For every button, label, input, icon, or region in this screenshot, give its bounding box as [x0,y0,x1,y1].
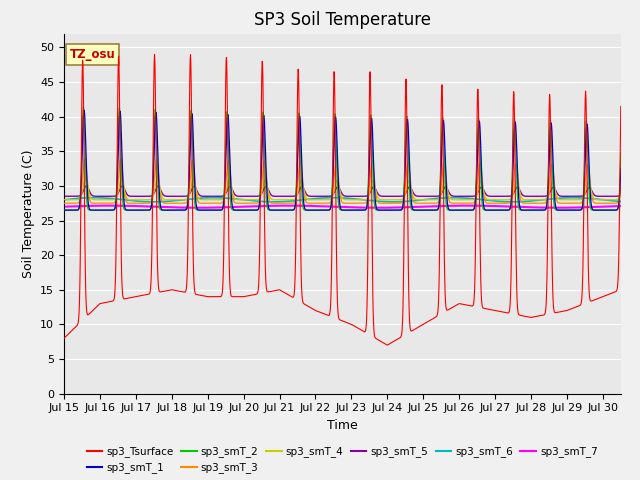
sp3_smT_5 [429,193,437,199]
sp3_smT_1 [429,207,437,213]
Line: sp3_smT_3: sp3_smT_3 [64,158,621,203]
sp3_smT_6 [429,196,437,202]
sp3_smT_5 [83,183,90,189]
Title: SP3 Soil Temperature: SP3 Soil Temperature [254,11,431,29]
sp3_Tsurface [502,310,510,315]
sp3_smT_7 [60,204,68,210]
sp3_smT_3 [171,200,179,206]
sp3_smT_7 [617,203,625,209]
sp3_smT_3 [502,200,510,206]
Line: sp3_Tsurface: sp3_Tsurface [64,54,621,345]
sp3_smT_1 [171,207,179,213]
sp3_smT_3 [617,185,625,191]
sp3_Tsurface [171,288,179,293]
sp3_smT_2 [617,150,625,156]
sp3_smT_1 [502,207,509,213]
sp3_smT_1 [246,207,254,213]
sp3_smT_4 [82,176,90,182]
sp3_smT_5 [246,193,254,199]
sp3_smT_5 [531,193,539,199]
sp3_smT_3 [387,200,394,206]
sp3_smT_1 [80,108,88,113]
sp3_smT_4 [60,197,68,203]
sp3_smT_5 [552,187,559,192]
sp3_smT_4 [246,197,254,203]
sp3_smT_2 [246,207,254,213]
X-axis label: Time: Time [327,419,358,432]
sp3_Tsurface [150,51,158,57]
sp3_smT_7 [552,205,559,211]
sp3_smT_2 [502,207,509,213]
sp3_smT_1 [551,199,559,205]
sp3_Tsurface [60,336,68,341]
Line: sp3_smT_6: sp3_smT_6 [64,198,621,202]
sp3_smT_4 [551,186,559,192]
sp3_smT_1 [617,166,625,171]
sp3_Tsurface [383,342,391,348]
Text: TZ_osu: TZ_osu [70,48,115,61]
sp3_smT_6 [170,198,178,204]
sp3_smT_4 [502,197,509,203]
Line: sp3_smT_7: sp3_smT_7 [64,205,621,208]
sp3_Tsurface [184,219,192,225]
sp3_smT_3 [81,156,89,161]
sp3_smT_3 [60,200,68,206]
sp3_smT_4 [429,197,437,203]
sp3_smT_5 [60,193,68,199]
sp3_smT_6 [184,196,191,202]
sp3_smT_6 [246,198,254,204]
Line: sp3_smT_1: sp3_smT_1 [64,110,621,210]
sp3_smT_3 [552,191,559,196]
sp3_smT_7 [429,204,437,209]
Line: sp3_smT_2: sp3_smT_2 [64,107,621,210]
sp3_smT_4 [617,191,625,197]
sp3_smT_7 [247,204,255,209]
sp3_smT_2 [551,206,559,212]
sp3_smT_5 [171,193,179,199]
sp3_Tsurface [429,315,437,321]
sp3_smT_2 [79,104,87,110]
Legend: sp3_Tsurface, sp3_smT_1, sp3_smT_2, sp3_smT_3, sp3_smT_4, sp3_smT_5, sp3_smT_6, : sp3_Tsurface, sp3_smT_1, sp3_smT_2, sp3_… [83,442,602,478]
sp3_smT_3 [184,195,192,201]
Line: sp3_smT_4: sp3_smT_4 [64,179,621,200]
sp3_smT_4 [566,197,574,203]
sp3_smT_6 [617,199,625,204]
sp3_smT_7 [502,204,510,209]
sp3_smT_4 [171,197,179,203]
sp3_smT_7 [171,204,179,210]
Y-axis label: Soil Temperature (C): Soil Temperature (C) [22,149,35,278]
sp3_smT_7 [195,205,202,211]
sp3_smT_4 [184,195,192,201]
sp3_smT_6 [502,199,510,204]
sp3_smT_3 [246,200,254,206]
sp3_smT_7 [105,203,113,208]
sp3_Tsurface [246,292,254,298]
sp3_Tsurface [617,104,625,109]
sp3_smT_2 [429,207,437,213]
sp3_smT_1 [184,195,192,201]
sp3_smT_2 [184,191,192,196]
sp3_smT_6 [210,195,218,201]
sp3_Tsurface [552,310,559,315]
sp3_smT_2 [60,207,68,213]
sp3_smT_6 [390,199,397,204]
sp3_smT_1 [60,207,68,213]
sp3_smT_6 [552,196,559,202]
sp3_smT_2 [171,207,179,213]
sp3_smT_5 [502,193,509,199]
sp3_smT_6 [60,197,68,203]
sp3_smT_5 [184,192,192,198]
sp3_smT_3 [429,200,437,206]
sp3_smT_7 [184,205,192,211]
sp3_smT_5 [617,191,625,197]
Line: sp3_smT_5: sp3_smT_5 [64,186,621,196]
